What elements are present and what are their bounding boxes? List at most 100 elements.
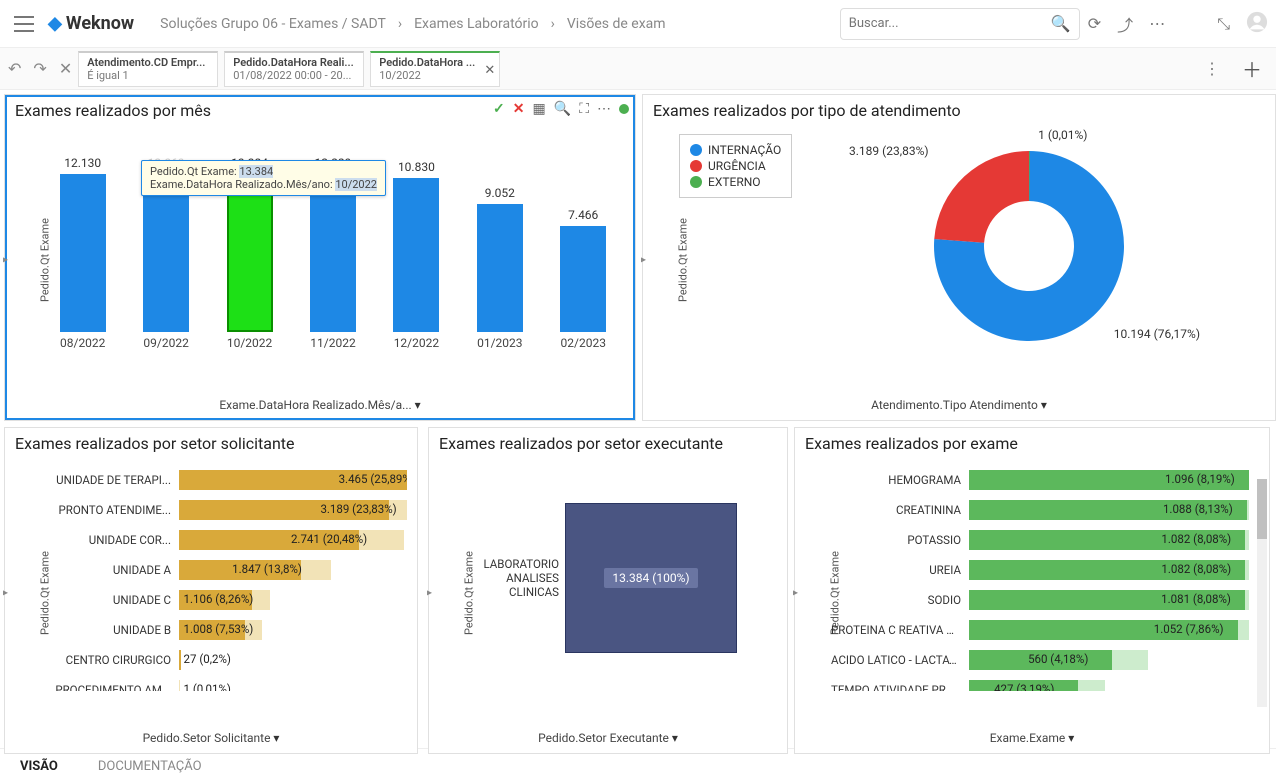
panel-setor-executante[interactable]: Exames realizados por setor executante ▸… <box>428 427 788 754</box>
legend-item[interactable]: EXTERNO <box>690 175 781 189</box>
hbar-row[interactable]: PROTEINA C REATIVA Q... 1.052 (7,86%) <box>831 615 1249 645</box>
x-axis-label[interactable]: Atendimento.Tipo Atendimento <box>871 398 1047 412</box>
donut-label: 1 (0,01%) <box>1038 128 1087 142</box>
hbar-category: PRONTO ATENDIME... <box>41 503 171 517</box>
panel-exames-mes[interactable]: Exames realizados por mês ✓ ✕ ▦ 🔍 ⛶ ⋯ ▸ … <box>4 94 636 421</box>
add-panel-icon[interactable]: ＋ <box>1236 54 1268 83</box>
filter-chip[interactable]: Pedido.DataHora ... 10/2022 ✕ <box>370 51 500 87</box>
search-icon[interactable]: 🔍 <box>1051 14 1071 33</box>
filter-chip[interactable]: Pedido.DataHora Reali... 01/08/2022 00:0… <box>224 51 364 87</box>
breadcrumb-item[interactable]: Visões de exam <box>567 16 666 32</box>
filter-chip[interactable]: Atendimento.CD Empr... É igual 1 <box>78 51 218 87</box>
x-tick: 12/2022 <box>394 336 439 354</box>
panel-more-icon[interactable]: ⋯ <box>597 101 611 117</box>
x-axis-label[interactable]: Exame.Exame <box>990 731 1075 745</box>
hbar-value-label: 1.052 (7,86%) <box>1154 622 1224 636</box>
filter-value: É igual 1 <box>87 69 209 82</box>
undo-icon[interactable]: ↶ <box>8 59 21 78</box>
menu-button[interactable] <box>8 8 40 40</box>
filter-title: Pedido.DataHora ... <box>379 56 491 69</box>
hbar-row[interactable]: ACIDO LATICO - LACTATO560 (4,18%) <box>831 645 1249 675</box>
panel-tipo-atendimento[interactable]: Exames realizados por tipo de atendiment… <box>642 94 1276 421</box>
hbar-row[interactable]: SODIO1.081 (8,08%) <box>831 585 1249 615</box>
hbar-row[interactable]: UNIDADE B1.008 (7,53%) <box>41 615 407 645</box>
expand-handle[interactable]: ▸ <box>793 588 798 599</box>
donut-label: 3.189 (23,83%) <box>849 144 929 158</box>
hbar-row[interactable]: UNIDADE C 1.106 (8,26%) <box>41 585 407 615</box>
hbar-row[interactable]: UNIDADE COR...2.741 (20,48%) <box>41 525 407 555</box>
search-box[interactable]: 🔍 <box>840 8 1080 40</box>
filter-icon[interactable]: ▦ <box>533 101 546 117</box>
x-axis-label[interactable]: Pedido.Setor Executante <box>538 731 678 745</box>
user-icon[interactable] <box>1246 11 1268 37</box>
hbar-value-label: 1 (0,01%) <box>184 682 231 691</box>
share-icon[interactable]: ⤴ <box>1117 12 1133 36</box>
breadcrumb: Soluções Grupo 06 - Exames / SADT › Exam… <box>160 16 832 32</box>
tab-visao[interactable]: VISÃO <box>20 759 58 774</box>
x-axis-label[interactable]: Exame.DataHora Realizado.Mês/a... <box>219 398 420 412</box>
brand-text: Weknow <box>66 13 134 34</box>
expand-handle[interactable]: ▸ <box>427 588 432 599</box>
collapse-icon[interactable]: ⤡ <box>1217 14 1230 34</box>
legend-item[interactable]: URGÊNCIA <box>690 159 781 173</box>
expand-handle[interactable]: ▸ <box>3 588 8 599</box>
expand-handle[interactable]: ▸ <box>3 255 8 266</box>
close-filters-icon[interactable]: ✕ <box>59 59 72 78</box>
tab-documentacao[interactable]: DOCUMENTAÇÃO <box>98 759 202 774</box>
panel-setor-solicitante[interactable]: Exames realizados por setor solicitante … <box>4 427 418 754</box>
refresh-icon[interactable]: ⟳ <box>1088 14 1101 33</box>
hbar-value-label: 1.088 (8,13%) <box>1163 502 1233 516</box>
filter-title: Pedido.DataHora Reali... <box>233 56 355 69</box>
hbar-row[interactable]: CREATININA1.088 (8,13%) <box>831 495 1249 525</box>
remove-filter-icon[interactable]: ✕ <box>484 63 495 78</box>
hbar-row[interactable]: UNIDADE A1.847 (13,8%) <box>41 555 407 585</box>
hbar-category: SODIO <box>831 593 961 607</box>
hbar-row[interactable]: TEMPO ATIVIDADE PROT...427 (3,19%) <box>831 675 1249 691</box>
confirm-icon[interactable]: ✓ <box>493 101 505 117</box>
panel-exames-exame[interactable]: Exames realizados por exame ▸ Pedido.Qt … <box>794 427 1270 754</box>
filter-value: 01/08/2022 00:00 - 20... <box>233 69 355 82</box>
redo-icon[interactable]: ↷ <box>33 59 46 78</box>
bar-value-label: 10.830 <box>398 160 435 174</box>
search-input[interactable] <box>849 16 1051 31</box>
hbar-category: UNIDADE B <box>41 623 171 637</box>
legend-swatch <box>690 144 702 156</box>
filter-value: 10/2022 <box>379 69 491 82</box>
bar[interactable]: 7.466 <box>545 156 621 332</box>
hbar-value-label: 27 (0,2%) <box>184 652 231 666</box>
more-icon[interactable]: ⋯ <box>1149 14 1165 33</box>
hbar-row[interactable]: POTASSIO1.082 (8,08%) <box>831 525 1249 555</box>
hbar-category: HEMOGRAMA <box>831 473 961 487</box>
donut-label: 10.194 (76,17%) <box>1114 327 1200 341</box>
expand-handle[interactable]: ▸ <box>641 255 646 266</box>
tree-block[interactable]: 13.384 (100%) <box>565 503 737 653</box>
legend-swatch <box>690 176 702 188</box>
hbar-value-label: 2.741 (20,48%) <box>291 532 367 546</box>
hbar-row[interactable]: PRONTO ATENDIME...3.189 (23,83%) <box>41 495 407 525</box>
hbar-row[interactable]: HEMOGRAMA1.096 (8,19%) <box>831 465 1249 495</box>
panel-title: Exames realizados por setor executante <box>429 428 787 459</box>
bar[interactable]: 10.830 <box>378 156 454 332</box>
legend-item[interactable]: INTERNAÇÃO <box>690 143 781 157</box>
hbar-fill <box>179 650 181 670</box>
bar[interactable]: 9.052 <box>462 156 538 332</box>
x-tick: 11/2022 <box>310 336 355 354</box>
breadcrumb-item[interactable]: Exames Laboratório <box>414 16 539 32</box>
scrollbar-thumb[interactable] <box>1257 479 1267 539</box>
hbar-row[interactable]: PROCEDIMENTO AM...1 (0,01%) <box>41 675 407 691</box>
breadcrumb-item[interactable]: Soluções Grupo 06 - Exames / SADT <box>160 16 386 32</box>
hbar-row[interactable]: UREIA1.082 (8,08%) <box>831 555 1249 585</box>
hbar-category: UNIDADE C <box>41 593 171 607</box>
bar[interactable]: 12.130 <box>45 156 121 332</box>
zoom-icon[interactable]: 🔍 <box>554 101 571 117</box>
cancel-icon[interactable]: ✕ <box>513 101 525 117</box>
donut-slice[interactable] <box>934 151 1029 243</box>
hbar-value-label: 1.106 (8,26%) <box>184 592 254 606</box>
hbar-category: PROTEINA C REATIVA Q... <box>831 623 961 637</box>
hbar-row[interactable]: CENTRO CIRURGICO27 (0,2%) <box>41 645 407 675</box>
x-tick: 09/2022 <box>143 336 188 354</box>
fullscreen-icon[interactable]: ⛶ <box>579 101 589 117</box>
panel-options-icon[interactable]: ⋮ <box>1194 59 1230 78</box>
x-axis-label[interactable]: Pedido.Setor Solicitante <box>143 731 280 745</box>
hbar-row[interactable]: UNIDADE DE TERAPI...3.465 (25,89%) <box>41 465 407 495</box>
